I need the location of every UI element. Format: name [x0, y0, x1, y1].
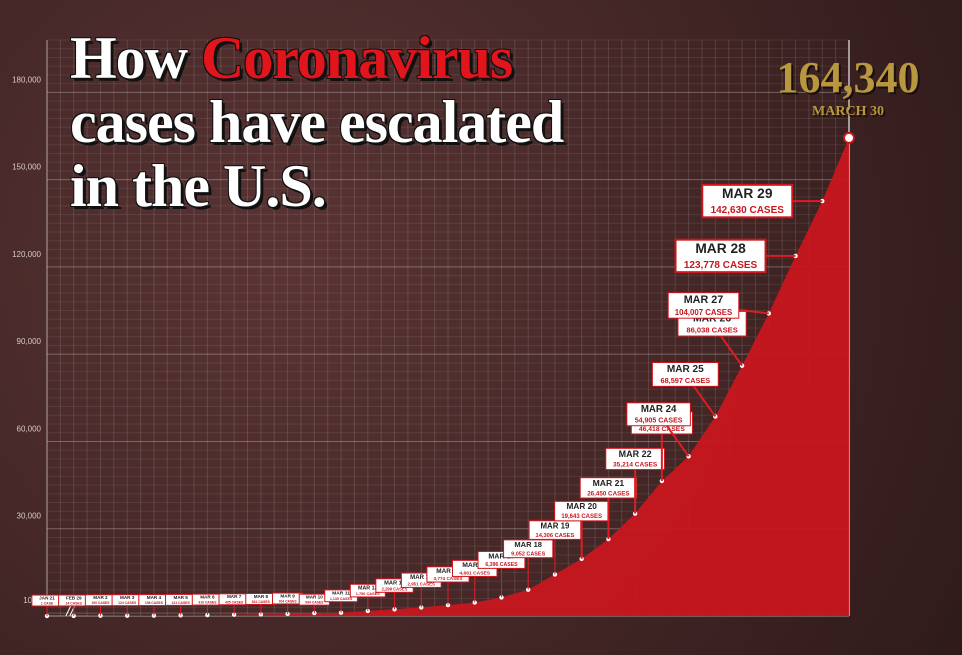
y-tick-label: 180,000 — [12, 75, 41, 84]
label-date: MAR 21 — [593, 478, 625, 488]
value-label: 24 CASES — [66, 601, 83, 605]
y-tick-label: 150,000 — [12, 163, 41, 172]
value-label: 1,750 CASES — [356, 591, 381, 596]
area — [47, 137, 849, 617]
label-box — [605, 447, 666, 471]
label-box — [626, 402, 691, 427]
label-date: MAR 22 — [619, 449, 652, 459]
label-box — [503, 539, 554, 559]
title-text: in the U.S. — [70, 153, 327, 219]
label-date: JAN 21 — [39, 595, 55, 600]
y-tick-label: 120,000 — [12, 250, 41, 259]
value-label: 26,450 CASES — [587, 490, 629, 497]
value-label: 4,661 CASES — [459, 570, 490, 576]
label-date: MAR 14 — [410, 575, 433, 581]
value-label: 35,214 CASES — [613, 462, 658, 469]
label-date: MAR 3 — [120, 595, 135, 600]
title-text: How — [70, 25, 188, 91]
label-date: MAR 27 — [684, 294, 724, 306]
value-label: 1,135 CASES — [330, 597, 353, 601]
value-label: 68,597 CASES — [661, 376, 711, 385]
label-date: MAR 24 — [641, 404, 677, 415]
value-label: 19,643 CASES — [561, 514, 602, 520]
label-date: MAR 25 — [667, 364, 704, 375]
label-date: MAR 28 — [695, 241, 746, 256]
value-label: 46,418 CASES — [639, 426, 685, 433]
label-date: MAR 20 — [567, 502, 598, 511]
value-label: 123,778 CASES — [684, 260, 758, 271]
value-label: 54,905 CASES — [635, 418, 683, 425]
label-date: MAR 10 — [306, 595, 323, 600]
label-date: MAR 5 — [173, 595, 188, 600]
value-label: 100 CASES — [91, 601, 110, 605]
value-label: 14,306 CASES — [536, 533, 575, 539]
label-date: MAR 17 — [488, 552, 514, 560]
y-tick-label: 60,000 — [17, 424, 42, 433]
label-date: MAR 4 — [147, 595, 162, 600]
title-text: cases have escalated — [70, 89, 564, 155]
label-date: MAR 12 — [358, 585, 378, 591]
label-date: FEB 29 — [66, 595, 82, 600]
value-label: 142,630 CASES — [711, 205, 785, 216]
value-label: 2,951 CASES — [408, 581, 435, 586]
value-label: 3,774 CASES — [434, 576, 463, 581]
label-date: MAR 19 — [540, 521, 570, 530]
value-label: 6,396 CASES — [485, 562, 518, 568]
headline-value: 164,340 — [776, 53, 920, 102]
label-date: MAR 2 — [93, 595, 108, 600]
label-date: MAR 8 — [254, 594, 269, 599]
value-label: 104,007 CASES — [675, 308, 732, 317]
chart-title: How Coronavirus — [70, 25, 513, 91]
value-label: 704 CASES — [279, 599, 298, 603]
label-date: MAR 9 — [280, 593, 295, 598]
label-box — [674, 238, 767, 274]
value-label: 9,052 CASES — [511, 551, 545, 557]
value-label: 86,038 CASES — [686, 326, 737, 335]
label-date: MAR 18 — [514, 540, 542, 549]
value-label: 158 CASES — [145, 601, 164, 605]
value-label: 2,299 CASES — [382, 586, 408, 591]
value-label: 124 CASES — [118, 601, 137, 605]
label-box — [701, 183, 794, 219]
value-label: 221 CASES — [172, 601, 191, 605]
label-date: MAR 13 — [384, 580, 405, 586]
y-tick-label: 30,000 — [17, 512, 42, 521]
label-date: MAR 16 — [462, 562, 487, 569]
value-label: 994 CASES — [305, 601, 324, 605]
label-box — [667, 292, 740, 319]
label-date: MAR 15 — [436, 568, 460, 575]
headline-date: MARCH 30 — [812, 104, 884, 119]
chart-title: cases have escalated — [70, 89, 564, 155]
value-label: 319 CASES — [198, 601, 217, 605]
label-date: MAR 29 — [722, 186, 773, 201]
value-label: 435 CASES — [225, 600, 244, 604]
y-tick-label: 90,000 — [17, 337, 42, 346]
data-point — [843, 131, 855, 144]
title-highlight: Coronavirus — [201, 25, 513, 91]
label-box — [651, 362, 719, 387]
label-date: MAR 26 — [693, 313, 731, 324]
label-date: MAR 6 — [200, 595, 215, 600]
value-label: 541 CASES — [252, 600, 271, 604]
value-label: 1 CASE — [41, 602, 54, 606]
chart-title: in the U.S. — [70, 153, 327, 219]
label-box — [579, 477, 638, 499]
label-date: MAR 7 — [227, 594, 242, 599]
axis-break: // — [65, 603, 76, 619]
label-date: MAR 11 — [332, 591, 350, 597]
